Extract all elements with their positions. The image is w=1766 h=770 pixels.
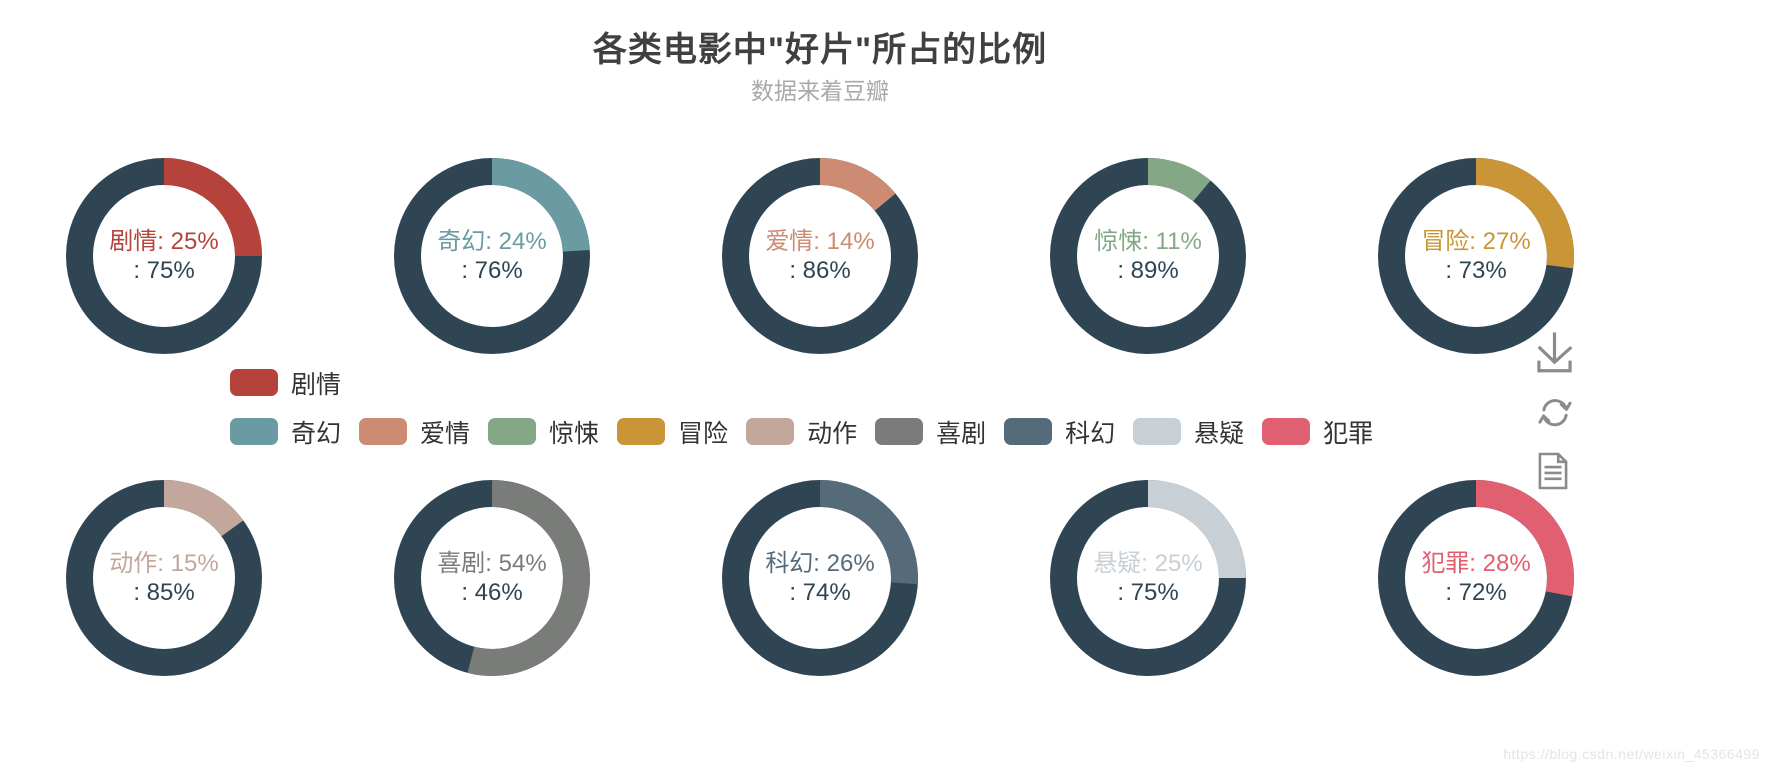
restore-button[interactable] bbox=[1534, 389, 1576, 435]
legend-swatch bbox=[230, 369, 278, 396]
legend-swatch bbox=[1133, 418, 1182, 445]
chart-subtitle: 数据来着豆瓣 bbox=[751, 78, 889, 104]
donut-2[interactable]: 爱情: 14%: 86% bbox=[722, 158, 918, 354]
legend-swatch bbox=[617, 418, 666, 445]
legend-label: 犯罪 bbox=[1323, 419, 1374, 448]
legend-item-3[interactable]: 惊悚 bbox=[488, 414, 599, 450]
legend-item-1[interactable]: 奇幻 bbox=[230, 414, 341, 450]
donut-7[interactable]: 科幻: 26%: 74% bbox=[722, 480, 918, 676]
donut-ring bbox=[722, 480, 918, 676]
legend-item-8[interactable]: 悬疑 bbox=[1133, 414, 1244, 450]
donut-5[interactable]: 动作: 15%: 85% bbox=[66, 480, 262, 676]
watermark: https://blog.csdn.net/weixin_45366499 bbox=[1503, 746, 1760, 762]
legend-label: 喜剧 bbox=[936, 419, 987, 448]
donut-8[interactable]: 悬疑: 25%: 75% bbox=[1050, 480, 1246, 676]
legend-label: 爱情 bbox=[420, 419, 471, 448]
legend-swatch bbox=[746, 418, 795, 445]
legend-label: 动作 bbox=[807, 419, 858, 448]
legend: 剧情奇幻 爱情 惊悚 冒险 动作 喜剧 科幻 悬疑 犯罪 bbox=[230, 369, 1391, 467]
donut-4[interactable]: 冒险: 27%: 73% bbox=[1378, 158, 1574, 354]
legend-swatch bbox=[1262, 418, 1311, 445]
donut-1[interactable]: 奇幻: 24%: 76% bbox=[394, 158, 590, 354]
donut-ring bbox=[1050, 480, 1246, 676]
donut-9[interactable]: 犯罪: 28%: 72% bbox=[1378, 480, 1574, 676]
donut-6[interactable]: 喜剧: 54%: 46% bbox=[394, 480, 590, 676]
legend-item-6[interactable]: 喜剧 bbox=[875, 414, 986, 450]
legend-label: 冒险 bbox=[678, 419, 729, 448]
legend-label: 悬疑 bbox=[1194, 419, 1245, 448]
legend-label: 惊悚 bbox=[549, 419, 600, 448]
donut-ring bbox=[394, 158, 590, 354]
legend-item-4[interactable]: 冒险 bbox=[617, 414, 728, 450]
legend-swatch bbox=[230, 418, 278, 445]
legend-row-1: 奇幻 爱情 惊悚 冒险 动作 喜剧 科幻 悬疑 犯罪 bbox=[230, 418, 1391, 448]
save-image-button[interactable] bbox=[1534, 330, 1576, 376]
donut-ring bbox=[1378, 158, 1574, 354]
donut-ring bbox=[394, 480, 590, 676]
chart-title: 各类电影中"好片"所占的比例 bbox=[592, 31, 1048, 69]
donut-ring bbox=[66, 480, 262, 676]
legend-label: 科幻 bbox=[1065, 419, 1116, 448]
legend-swatch bbox=[875, 418, 924, 445]
legend-item-2[interactable]: 爱情 bbox=[359, 414, 470, 450]
donut-ring bbox=[722, 158, 918, 354]
legend-item-9[interactable]: 犯罪 bbox=[1262, 414, 1373, 450]
legend-label: 奇幻 bbox=[291, 419, 342, 448]
legend-swatch bbox=[1004, 418, 1053, 445]
legend-row-0: 剧情 bbox=[230, 369, 1391, 399]
donut-ring bbox=[66, 158, 262, 354]
donut-0[interactable]: 剧情: 25%: 75% bbox=[66, 158, 262, 354]
refresh-icon bbox=[1536, 392, 1574, 432]
legend-swatch bbox=[488, 418, 537, 445]
legend-item-5[interactable]: 动作 bbox=[746, 414, 857, 450]
legend-item-0[interactable]: 剧情 bbox=[230, 365, 341, 401]
donut-ring bbox=[1050, 158, 1246, 354]
legend-item-7[interactable]: 科幻 bbox=[1004, 414, 1115, 450]
download-icon bbox=[1536, 332, 1574, 374]
document-icon bbox=[1536, 451, 1574, 491]
donut-ring bbox=[1378, 480, 1574, 676]
legend-label: 剧情 bbox=[291, 370, 342, 399]
toolbox bbox=[1534, 330, 1576, 494]
data-view-button[interactable] bbox=[1534, 448, 1576, 494]
legend-swatch bbox=[359, 418, 408, 445]
donut-3[interactable]: 惊悚: 11%: 89% bbox=[1050, 158, 1246, 354]
